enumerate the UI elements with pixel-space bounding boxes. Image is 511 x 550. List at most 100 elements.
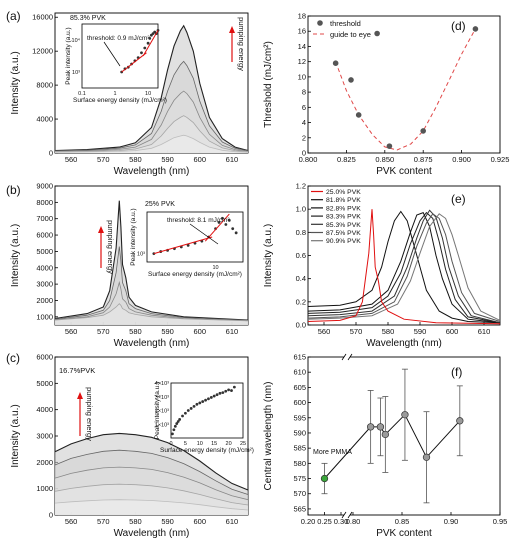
y-tick-label: 570 — [293, 489, 306, 498]
x-axis-label: Wavelength (nm) — [114, 338, 190, 349]
y-tick-label: 575 — [293, 474, 306, 483]
inset-point — [192, 404, 196, 408]
y-tick-label: 0 — [49, 149, 53, 158]
y-axis-label: Intensity (a.u.) — [263, 224, 274, 287]
y-tick-label: 4000 — [36, 405, 53, 414]
inset-point — [195, 402, 199, 406]
spectrum-line — [54, 134, 249, 153]
panel-label-a: (a) — [6, 9, 21, 23]
x-tick-label: 560 — [65, 155, 78, 164]
x-tick-label: 590 — [161, 155, 174, 164]
x-tick-label: 580 — [129, 327, 142, 336]
y-tick-label: 595 — [293, 413, 306, 422]
inset-sample-label: 25% PVK — [145, 201, 175, 208]
y-tick-label: 9000 — [36, 182, 53, 191]
x-tick-label: 580 — [129, 517, 142, 526]
legend-label: 82.8% PVK — [326, 205, 361, 212]
inset-y-label: Peak intensity (a.u.) — [154, 382, 161, 439]
panel-label-f: (f) — [451, 365, 462, 379]
inset-point — [181, 414, 184, 418]
inset-x-tick-label: 20 — [226, 441, 232, 447]
pumping-energy-arrowhead — [77, 392, 83, 399]
x-tick-label: 610 — [226, 155, 239, 164]
x-tick-label: 590 — [414, 327, 427, 336]
x-tick-label: 600 — [193, 155, 206, 164]
y-tick-label: 0 — [49, 511, 53, 520]
inset-y-tick-label: 10³ — [72, 70, 80, 76]
y-tick-label: 2000 — [36, 296, 53, 305]
y-axis-label: Intensity (a.u.) — [10, 51, 21, 114]
y-tick-label: 0.4 — [296, 274, 306, 283]
y-axis-label: Central wavelength (nm) — [263, 382, 274, 491]
inset-point — [171, 432, 174, 436]
pumping-energy-arrowhead — [98, 226, 104, 233]
spectrum-line — [307, 213, 501, 322]
inset-x-tick-label: 5 — [184, 441, 187, 447]
inset-point — [140, 51, 143, 55]
spectrum-line — [307, 213, 501, 321]
x-tick-label: 600 — [193, 517, 206, 526]
legend-label: 25.0% PVK — [326, 189, 361, 196]
y-tick-label: 8000 — [36, 81, 53, 90]
y-axis-label: Threshold (mJ/cm²) — [263, 41, 274, 128]
x-axis-label: PVK content — [376, 528, 432, 539]
spectrum-line — [54, 432, 249, 491]
y-tick-label: 3000 — [36, 280, 53, 289]
inset-x-label: Surface energy density (mJ/cm²) — [160, 447, 254, 454]
inset-point — [186, 409, 190, 412]
inset-x-tick-label: 10 — [213, 265, 219, 271]
sample-label: 16.7%PVK — [59, 366, 95, 375]
inset-point — [204, 398, 207, 402]
pumping-energy-label: pumping energy — [85, 387, 94, 441]
threshold-point — [420, 128, 427, 134]
spectrum-fill — [55, 499, 248, 515]
x-axis-label: Wavelength (nm) — [114, 166, 190, 177]
inset-threshold-label: threshold: 0.9 mJ/cm² — [87, 35, 150, 42]
x-tick-label: 0.825 — [337, 155, 356, 164]
inset-y-label: Peak intensity (a.u.) — [65, 27, 72, 84]
x-tick-label: 610 — [226, 517, 239, 526]
y-axis-label: Intensity (a.u.) — [10, 404, 21, 467]
x-tick-label: 560 — [318, 327, 331, 336]
inset-point — [178, 418, 182, 421]
spectrum-line — [54, 499, 249, 511]
pumping-energy-label: pumping energy — [237, 17, 246, 71]
y-tick-label: 6000 — [36, 231, 53, 240]
y-tick-label: 580 — [293, 459, 306, 468]
x-tick-label: 600 — [446, 327, 459, 336]
spectrum-line — [307, 209, 501, 325]
inset-point — [189, 407, 193, 410]
spectrum-fill — [55, 135, 248, 153]
y-tick-label: 6 — [302, 103, 306, 112]
y-tick-label: 8 — [302, 88, 306, 97]
inset-y-tick-label: 1×10³ — [155, 422, 169, 428]
y-tick-label: 3000 — [36, 432, 53, 441]
inset-point — [209, 396, 213, 399]
threshold-point — [332, 60, 339, 66]
data-point — [401, 411, 409, 419]
figure-layer: (a)(b)(c)(d)(e)(f)560 570 580 590 600 6100400… — [6, 9, 509, 539]
inset-x-tick-label: 0.1 — [78, 91, 86, 97]
inset-point — [207, 397, 210, 401]
x-tick-label: 590 — [161, 517, 174, 526]
inset-y-tick-label: 10⁴ — [72, 37, 81, 44]
x-tick-label: 0.925 — [491, 155, 510, 164]
inset-x-tick-label: 0 — [169, 441, 172, 447]
inset-point — [218, 391, 222, 395]
y-tick-label: 7000 — [36, 214, 53, 223]
threshold-point — [472, 26, 479, 32]
more-pmma-label: More PMMA — [313, 449, 352, 456]
spectrum-line — [307, 209, 501, 324]
inset-point — [224, 223, 228, 226]
x-tick-label: 0.30 — [334, 517, 349, 526]
data-point — [320, 474, 329, 483]
inset-y-tick-label: 10³ — [137, 252, 145, 258]
legend-label: 85.3% PVK — [326, 222, 361, 229]
y-tick-label: 4 — [302, 118, 306, 127]
legend-label: 87.5% PVK — [326, 230, 361, 237]
axis-break-mark — [347, 511, 353, 519]
data-point — [376, 423, 385, 431]
data-point — [422, 453, 431, 461]
inset-frame — [81, 23, 159, 89]
